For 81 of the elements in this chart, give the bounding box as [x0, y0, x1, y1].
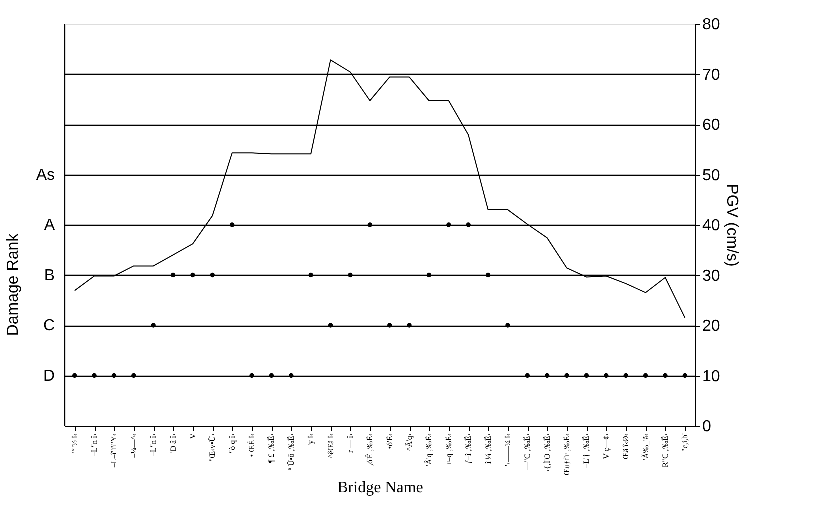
x-tick-label: '‹——¼ î‹ [503, 433, 512, 466]
point [190, 272, 196, 278]
x-tick-label: •ó'Ë‹ [385, 433, 394, 450]
point [584, 373, 590, 378]
x-tick-label: ‹{,Ì'O ‚‰Ë‹ [542, 433, 552, 472]
y-tick-label: 30 [702, 268, 720, 285]
point [132, 373, 136, 378]
x-tick-label: ¶ £ ‚‰Ë‹ [267, 433, 276, 464]
text: D [43, 368, 55, 385]
point [564, 373, 570, 378]
x-tick-label: V ç—¢‹ [602, 433, 611, 460]
point [92, 373, 97, 378]
x-tick-label: –L"n î‹ [90, 433, 100, 458]
x-tick-label: –L"n î‹ [149, 433, 158, 458]
x-tick-label: –L'† ‚‰Ë‹ [582, 433, 592, 470]
x-tick-label: –¼—^‹ [129, 433, 138, 459]
x-tick-label: r–q ‚‰Ë‹ [444, 433, 454, 464]
y-axis-title: PGV (cm/s) [723, 184, 740, 267]
point [446, 222, 452, 228]
y-tick-label: 0 [702, 418, 712, 436]
x-tick-label: "c,i,b' [680, 432, 690, 452]
point [269, 373, 274, 378]
point [466, 222, 471, 228]
text: A [44, 217, 56, 234]
y-tick-label: 10 [702, 368, 720, 386]
x-tick-label: V [188, 433, 198, 440]
x-tick-label: 'D â î‹ [168, 433, 178, 454]
point [328, 323, 334, 328]
text: B [44, 267, 55, 284]
x-tick-label: R"C ‚‰Ë‹ [660, 433, 670, 468]
point [170, 272, 176, 278]
x-tick-label: 'y î‹ [306, 433, 316, 446]
x-tick-label: "ª'½ î‹ [70, 433, 80, 454]
x-tick-label: ƒ–î ‚‰Ë‹ [464, 433, 474, 464]
x-tick-label: —"C ‚‰Ë‹ [523, 433, 532, 472]
text: Damage Rank [5, 232, 22, 336]
x-tick-label: –L–î"ñ"Y‹ [110, 433, 119, 469]
point [210, 272, 215, 278]
x-tick-label: î ¼ ‚‰Ë‹ [484, 433, 493, 465]
point [230, 222, 235, 228]
x-tick-label: Œuƒf'r ‚‰Ë‹ [562, 433, 572, 476]
text: C [43, 318, 55, 334]
x-tick-label: • ŒÉ î‹ [248, 433, 257, 458]
point [308, 272, 314, 278]
point [682, 373, 688, 378]
x-tick-label: Œä î‹Ø‹ [622, 433, 631, 460]
point [643, 373, 648, 378]
point [388, 323, 392, 328]
y-tick-label: 50 [702, 167, 720, 184]
x-tick-label: ^êŒã î‹ [326, 433, 336, 458]
point [112, 373, 117, 378]
y-tick-label: 40 [702, 218, 720, 234]
point [368, 222, 372, 228]
x-tick-label: 'Â'q ‚‰Ë‹ [424, 433, 434, 466]
y-tick-label: 70 [702, 66, 720, 84]
point [486, 272, 491, 278]
point [545, 373, 550, 378]
x-tick-label: r — î‹ [346, 433, 355, 454]
point [151, 323, 156, 328]
y-tick-label: 80 [702, 16, 720, 34]
y-tick-label: 20 [702, 318, 720, 335]
x-tick-label: 'Ã‰_'ã‹ [641, 433, 650, 460]
point [407, 323, 412, 328]
point [525, 373, 530, 378]
point [426, 272, 432, 278]
point [250, 373, 254, 378]
x-tick-label: ,ó'Ê ‚‰Ë‹ [366, 433, 375, 466]
point [72, 373, 78, 378]
point [506, 323, 510, 328]
x-tick-label: "ò q î‹ [228, 433, 237, 454]
text: As [36, 166, 55, 184]
x-axis-title: Bridge Name [338, 480, 424, 497]
point [348, 272, 353, 278]
point [624, 373, 628, 378]
y-tick-label: 60 [702, 117, 720, 134]
x-tick-label: "Œ‹v•Û‹ [208, 433, 218, 462]
point [289, 373, 294, 378]
point [663, 373, 668, 378]
point [604, 373, 609, 378]
x-tick-label: ^Â'q‹ [405, 433, 414, 452]
x-tick-label: ª Û•õ ‚‰Ë‹ [286, 433, 296, 470]
